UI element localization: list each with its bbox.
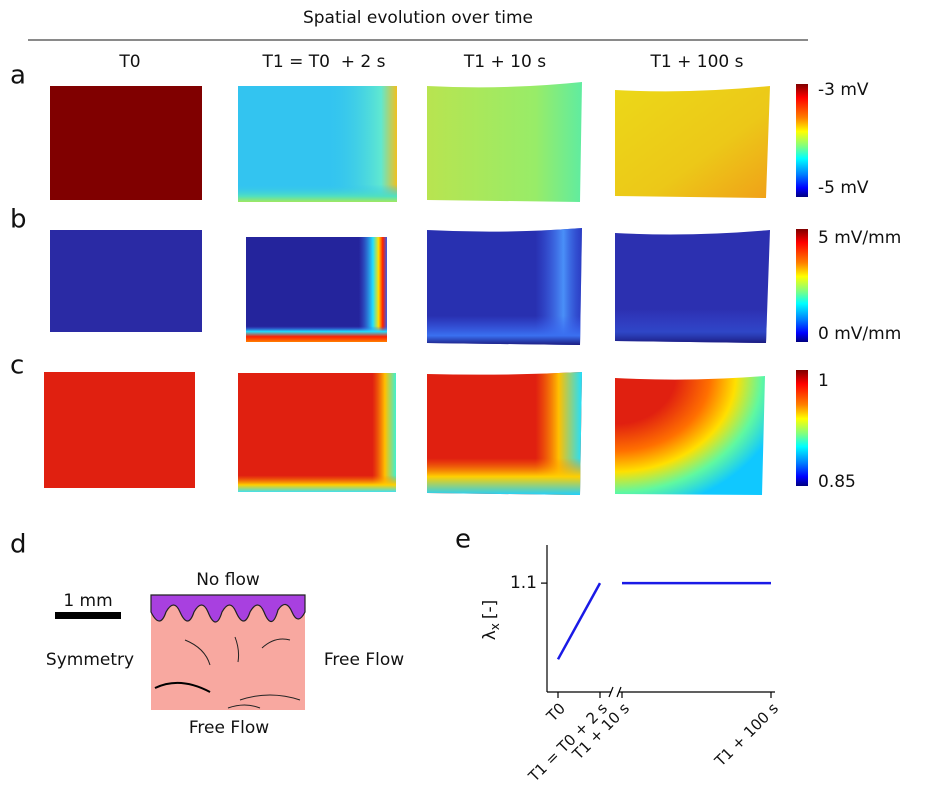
panel-label: c xyxy=(10,351,24,381)
line-series xyxy=(558,583,600,659)
panel-label: e xyxy=(455,525,471,555)
column-header: T0 xyxy=(118,52,140,72)
boundary-label: Free Flow xyxy=(324,650,404,670)
colorbar-min: 0 mV/mm xyxy=(818,324,901,344)
y-axis-subscript: x xyxy=(488,623,502,630)
heatmap-row-c xyxy=(44,372,765,495)
panel-label: a xyxy=(10,61,26,91)
heatmap-row-b xyxy=(50,228,770,345)
column-header: T1 + 100 s xyxy=(650,52,744,72)
column-header: T1 + 10 s xyxy=(463,52,546,72)
y-axis-unit: [-] xyxy=(480,600,500,619)
colorbar-max: -3 mV xyxy=(818,80,869,100)
heatmap-row-a xyxy=(50,82,770,202)
colorbar-max: 1 xyxy=(818,371,829,391)
boundary-label: Free Flow xyxy=(189,718,269,738)
colorbar-min: -5 mV xyxy=(818,178,869,198)
colorbar xyxy=(796,84,808,197)
figure: Spatial evolution over time T0 T1 = T0 +… xyxy=(0,0,935,791)
x-tick-label: T0 xyxy=(542,699,569,726)
colorbar xyxy=(796,370,808,486)
panel-label: d xyxy=(10,530,27,560)
panel-label: b xyxy=(10,205,27,235)
y-tick-label: 1.1 xyxy=(510,573,537,593)
colorbar xyxy=(796,229,808,342)
x-tick-label: T1 + 100 s xyxy=(711,699,783,771)
boundary-label: Symmetry xyxy=(46,650,134,670)
figure-title: Spatial evolution over time xyxy=(303,8,533,28)
column-header: T1 = T0 + 2 s xyxy=(262,52,386,72)
colorbar-max: 5 mV/mm xyxy=(818,228,901,248)
y-axis-label: λx [-] xyxy=(480,600,502,641)
boundary-label: No flow xyxy=(196,570,260,590)
y-axis-symbol: λ xyxy=(480,630,500,640)
scale-bar-label: 1 mm xyxy=(63,591,112,611)
tissue-diagram xyxy=(151,595,305,710)
scale-bar xyxy=(55,612,121,619)
colorbar-min: 0.85 xyxy=(818,472,856,492)
